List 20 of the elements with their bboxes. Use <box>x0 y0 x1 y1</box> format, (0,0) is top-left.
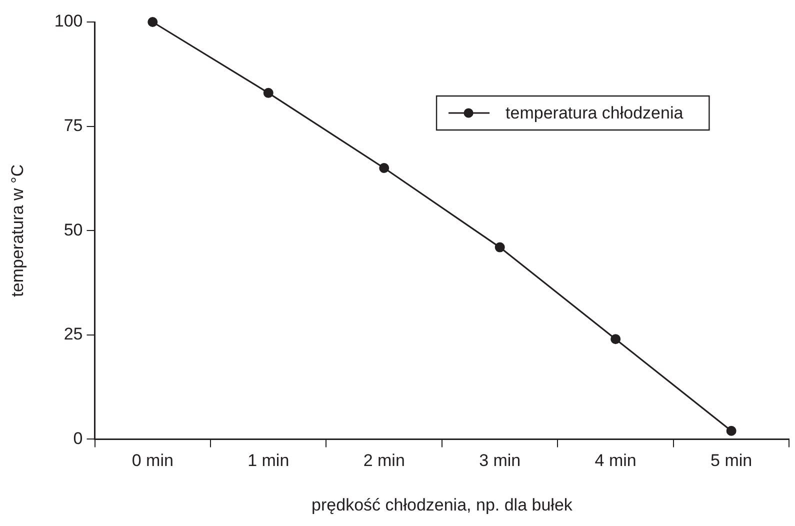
x-tick-label: 1 min <box>248 451 290 470</box>
y-tick-label: 25 <box>64 324 83 344</box>
x-tick-label: 2 min <box>363 451 405 470</box>
point <box>379 163 390 174</box>
y-axis-title: temperatura w °C <box>8 164 27 297</box>
y-tick-label: 75 <box>64 116 83 135</box>
point <box>263 88 274 98</box>
x-axis-title: prędkość chłodzenia, np. dla bułek <box>312 495 573 514</box>
legend-label: temperatura chłodzenia <box>506 104 684 123</box>
point <box>610 334 621 344</box>
x-tick-label: 5 min <box>710 451 752 470</box>
point <box>494 242 505 252</box>
point <box>726 426 736 436</box>
x-tick-label: 3 min <box>479 451 521 470</box>
x-tick-label: 0 min <box>132 451 174 470</box>
y-tick-label: 100 <box>54 12 83 31</box>
point <box>148 17 158 27</box>
x-tick-label: 4 min <box>594 451 636 470</box>
y-tick-label: 0 <box>73 428 83 448</box>
y-tick-label: 50 <box>64 220 83 240</box>
